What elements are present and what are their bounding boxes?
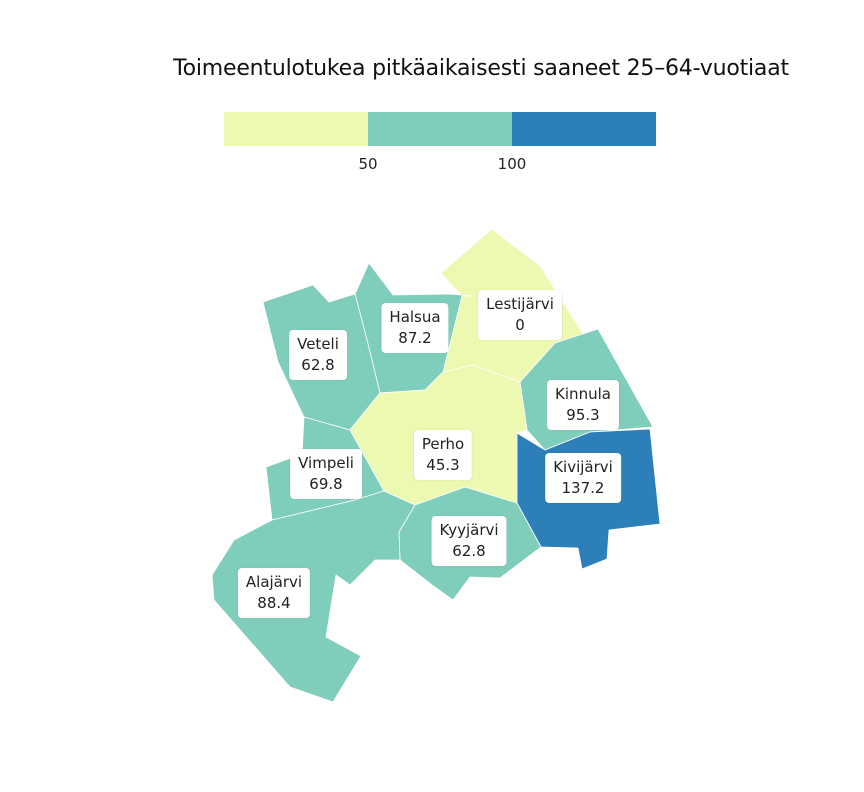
label-value: 88.4 [257, 594, 291, 612]
legend-swatch-high [512, 112, 656, 146]
label-vimpeli: Vimpeli 69.8 [290, 449, 362, 499]
legend-tick-50: 50 [358, 155, 378, 173]
label-value: 69.8 [309, 475, 343, 493]
map-title: Toimeentulotukea pitkäaikaisesti saaneet… [173, 56, 789, 81]
label-name: Veteli [297, 335, 339, 353]
label-halsua: Halsua 87.2 [381, 303, 449, 353]
label-value: 62.8 [452, 542, 486, 560]
label-name: Kyyjärvi [439, 521, 499, 539]
label-value: 62.8 [301, 356, 335, 374]
label-name: Kinnula [555, 385, 611, 403]
label-kyyjarvi: Kyyjärvi 62.8 [431, 516, 507, 566]
label-value: 45.3 [426, 456, 460, 474]
label-value: 0 [515, 316, 525, 334]
label-kivijarvi: Kivijärvi 137.2 [545, 453, 621, 503]
label-alajarvi: Alajärvi 88.4 [237, 568, 311, 618]
color-legend [224, 112, 656, 146]
label-name: Vimpeli [298, 454, 354, 472]
label-value: 95.3 [566, 406, 600, 424]
label-value: 137.2 [561, 479, 605, 497]
label-lestijarvi: Lestijärvi 0 [478, 290, 562, 340]
region-alajarvi[interactable] [211, 490, 416, 703]
label-value: 87.2 [398, 329, 432, 347]
label-perho: Perho 45.3 [413, 430, 473, 480]
label-name: Lestijärvi [486, 295, 554, 313]
label-name: Kivijärvi [553, 458, 613, 476]
legend-swatch-low [224, 112, 368, 146]
legend-swatch-mid [368, 112, 512, 146]
label-name: Halsua [389, 308, 441, 326]
label-name: Alajärvi [245, 573, 303, 591]
label-name: Perho [421, 435, 465, 453]
label-veteli: Veteli 62.8 [289, 330, 347, 380]
label-kinnula: Kinnula 95.3 [547, 380, 619, 430]
legend-tick-100: 100 [497, 155, 527, 173]
